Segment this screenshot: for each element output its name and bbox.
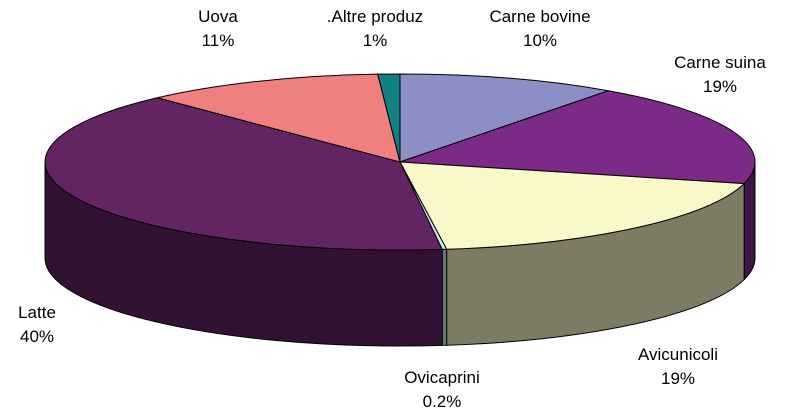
- slice: [157, 73, 401, 163]
- slice: [399, 73, 611, 163]
- slice-value-label: 40%: [20, 327, 54, 346]
- slice-label: Carne bovine: [489, 7, 590, 26]
- slice-value-label: 11%: [202, 31, 235, 50]
- slice: [399, 161, 746, 250]
- slice: [377, 73, 401, 163]
- slice-value-label: 19%: [661, 369, 695, 388]
- slice: [399, 90, 756, 185]
- slice-label: Latte: [18, 303, 56, 322]
- slice-label: .Altre produz: [327, 7, 423, 26]
- slice-label: Uova: [198, 7, 238, 26]
- slice-label: Carne suina: [674, 53, 766, 72]
- slice-value-label: 0.2%: [423, 392, 462, 411]
- slice-value-label: 1%: [363, 31, 388, 50]
- slice-label: Ovicaprini: [404, 368, 480, 387]
- slice: [44, 97, 443, 251]
- slice-side: [441, 248, 448, 346]
- slice-label: Avicunicoli: [638, 345, 718, 364]
- slice-value-label: 19%: [703, 77, 737, 96]
- slice-value-label: 10%: [523, 31, 557, 50]
